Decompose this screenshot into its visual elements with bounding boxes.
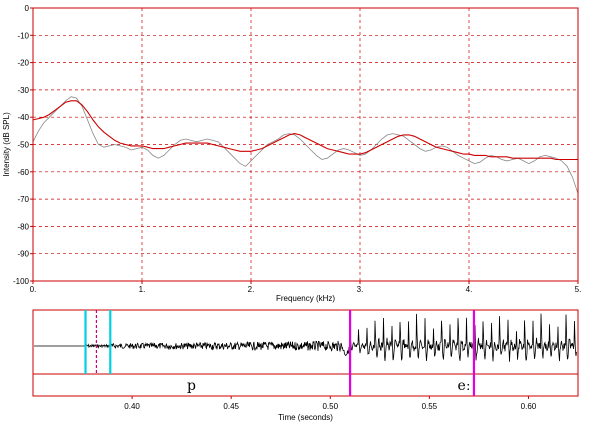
waveform-x-tick-label: 0.45 xyxy=(223,402,239,411)
waveform-xlabel: Time (seconds) xyxy=(278,413,333,422)
spectrum-x-tick-label: 0. xyxy=(30,285,37,294)
spectrum-y-tick-label: -70 xyxy=(17,195,29,204)
spectrum-plot-frame xyxy=(32,7,579,282)
segment-labels: p eː xyxy=(187,378,470,394)
spectrum-y-tick-label: -30 xyxy=(17,86,29,95)
waveform-x-tick-label: 0.60 xyxy=(521,402,537,411)
spectrum-x-tick-label: 1. xyxy=(139,285,146,294)
spectrum-y-tick-label: -90 xyxy=(17,250,29,259)
spectrum-x-tick-label: 5. xyxy=(575,285,582,294)
spectrum-x-tick-label: 3. xyxy=(357,285,364,294)
spectrum-y-ticks: 0 -10 -20 -30 -40 -50 -60 -70 -80 -90 -100 xyxy=(13,4,33,286)
spectrum-y-tick-label: -10 xyxy=(17,31,29,40)
waveform-x-tick-label: 0.50 xyxy=(322,402,338,411)
waveform-chart: p eː 0.40 0.45 0.50 0.55 0.60 Time (seconds) xyxy=(32,309,579,422)
spectrum-ylabel: Intensity (dB SPL) xyxy=(2,112,11,177)
spectrum-y-tick-label: -50 xyxy=(17,141,29,150)
spectrum-y-tick-label: -40 xyxy=(17,113,29,122)
waveform-trace xyxy=(34,313,577,362)
spectrum-x-tick-label: 4. xyxy=(466,285,473,294)
waveform-x-tick-label: 0.55 xyxy=(422,402,438,411)
waveform-x-tick-label: 0.40 xyxy=(124,402,140,411)
spectrum-series xyxy=(32,96,579,194)
segment-label: p xyxy=(187,378,196,394)
spectrum-y-tick-label: -20 xyxy=(17,59,29,68)
waveform-markers xyxy=(84,310,476,396)
spectrum-series-smoothed xyxy=(32,100,578,161)
waveform-x-ticks: 0.40 0.45 0.50 0.55 0.60 xyxy=(124,396,537,411)
spectrum-y-tick-label: -80 xyxy=(17,222,29,231)
spectrum-y-tick-label: -60 xyxy=(17,168,29,177)
segment-label: eː xyxy=(458,378,471,394)
spectrum-x-ticks: 0. 1. 2. 3. 4. 5. xyxy=(30,281,582,294)
spectrum-y-tick-label: 0 xyxy=(25,4,30,13)
spectrum-y-tick-label: -100 xyxy=(13,277,30,286)
spectrum-chart: 0 -10 -20 -30 -40 -50 -60 -70 -80 -90 -100 0. 1. 2. 3… xyxy=(2,4,581,303)
spectrum-xlabel: Frequency (kHz) xyxy=(276,294,335,303)
waveform-frame xyxy=(32,309,579,397)
spectrum-x-tick-label: 2. xyxy=(248,285,255,294)
spectrum-series-raw xyxy=(32,96,579,194)
